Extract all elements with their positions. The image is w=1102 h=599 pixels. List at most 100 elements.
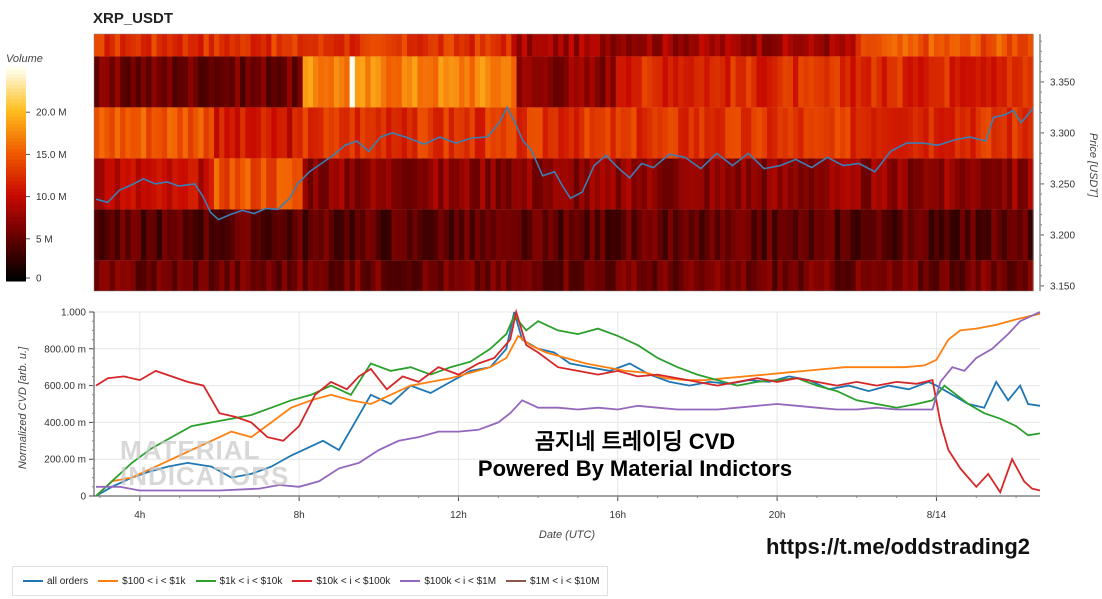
heatmap-cell — [203, 158, 210, 210]
heatmap-cell — [652, 107, 658, 159]
cvd-series-line — [95, 308, 1041, 495]
heatmap-cell — [897, 107, 904, 159]
heatmap-cell — [563, 158, 570, 210]
legend-item[interactable]: $100k < i < $1M — [400, 576, 496, 587]
heatmap-cell — [297, 260, 304, 291]
watermark-subtitle: Powered By Material Indictors — [477, 456, 793, 481]
heatmap-cell — [407, 260, 413, 291]
heatmap-cell — [302, 56, 309, 108]
heatmap-cell — [1017, 209, 1024, 261]
heatmap-cell — [443, 209, 450, 261]
colorbar-cell — [6, 112, 26, 117]
heatmap-cell — [459, 158, 465, 210]
heatmap-cell — [187, 209, 194, 261]
heatmap-cell — [219, 34, 226, 57]
heatmap-cell — [161, 34, 168, 57]
heatmap-cell — [693, 260, 700, 291]
heatmap-cell — [704, 34, 711, 57]
cvd-y-tick-label: 400.00 m — [44, 418, 86, 429]
heatmap-cell — [182, 56, 189, 108]
heatmap-cell — [219, 260, 226, 291]
heatmap-cell — [646, 34, 653, 57]
heatmap-cell — [855, 209, 862, 261]
heatmap-cell — [991, 34, 998, 57]
heatmap-cell — [354, 34, 361, 57]
heatmap-cell — [813, 158, 820, 210]
heatmap-cell — [146, 34, 152, 57]
legend-item[interactable]: $10k < i < $100k — [292, 576, 390, 587]
heatmap-cell — [307, 209, 314, 261]
heatmap-cell — [600, 209, 606, 261]
heatmap-cell — [1017, 107, 1024, 159]
heatmap-cell — [203, 56, 210, 108]
heatmap-cell — [824, 107, 831, 159]
heatmap-cell — [208, 209, 215, 261]
heatmap-cell — [944, 107, 951, 159]
heatmap-cell — [626, 260, 632, 291]
heatmap-cell — [266, 56, 272, 108]
colorbar-cell — [6, 98, 26, 103]
heatmap-cell — [881, 158, 888, 210]
heatmap-cell — [1017, 34, 1024, 57]
heatmap-cell — [594, 158, 601, 210]
heatmap-cell — [949, 56, 956, 108]
heatmap-cell — [787, 209, 794, 261]
heatmap-cell — [469, 34, 476, 57]
heatmap-cell — [120, 56, 126, 108]
heatmap-cell — [819, 209, 825, 261]
heatmap-cell — [386, 158, 392, 210]
heatmap-cell — [328, 209, 335, 261]
heatmap-cell — [652, 209, 658, 261]
heatmap-cell — [187, 34, 194, 57]
heatmap-cell — [297, 107, 304, 159]
heatmap-cell — [526, 209, 533, 261]
heatmap-cell — [125, 34, 132, 57]
heatmap-cell — [641, 158, 648, 210]
heatmap-cell — [563, 260, 570, 291]
colorbar-cell — [6, 223, 26, 228]
heatmap-cell — [673, 107, 679, 159]
heatmap-cell — [787, 107, 794, 159]
heatmap-cell — [464, 34, 471, 57]
telegram-link[interactable]: https://t.me/oddstrading2 — [766, 534, 1030, 559]
heatmap-cell — [735, 260, 742, 291]
heatmap-cell — [94, 56, 100, 108]
heatmap-cell — [704, 56, 711, 108]
heatmap-cell — [370, 158, 377, 210]
heatmap-cell — [688, 260, 695, 291]
heatmap-cell — [636, 260, 643, 291]
heatmap-cell — [224, 260, 231, 291]
legend-item[interactable]: $1k < i < $10k — [195, 576, 282, 587]
legend-item[interactable]: all orders — [23, 576, 88, 587]
heatmap-cell — [808, 56, 815, 108]
heatmap-cell — [453, 56, 460, 108]
heatmap-cell — [1006, 107, 1013, 159]
heatmap-cell — [714, 107, 721, 159]
heatmap-cell — [146, 107, 152, 159]
heatmap-cell — [521, 56, 528, 108]
heatmap-cell — [506, 158, 512, 210]
colorbar-cell — [6, 102, 26, 107]
heatmap-cell — [380, 260, 387, 291]
cvd-x-tick-label: 4h — [134, 510, 145, 521]
heatmap-cell — [740, 56, 747, 108]
legend-swatch — [400, 580, 421, 582]
heatmap-cell — [537, 107, 544, 159]
heatmap-cell — [375, 56, 382, 108]
heatmap-cell — [474, 260, 481, 291]
heatmap-cell — [954, 158, 961, 210]
heatmap-cell — [401, 158, 408, 210]
heatmap-cell — [287, 34, 293, 57]
heatmap-cell — [970, 107, 977, 159]
legend-item[interactable]: $100 < i < $1k — [98, 576, 186, 587]
price-tick-label: 3.300 — [1050, 128, 1075, 139]
heatmap-cell — [266, 107, 272, 159]
heatmap-cell — [772, 209, 778, 261]
heatmap-cell — [474, 158, 481, 210]
heatmap-cell — [1006, 260, 1013, 291]
heatmap-cell — [255, 34, 262, 57]
heatmap-cell — [433, 209, 439, 261]
heatmap-cell — [886, 56, 893, 108]
legend-item[interactable]: $1M < i < $10M — [506, 576, 600, 587]
colorbar-cell — [6, 252, 26, 257]
